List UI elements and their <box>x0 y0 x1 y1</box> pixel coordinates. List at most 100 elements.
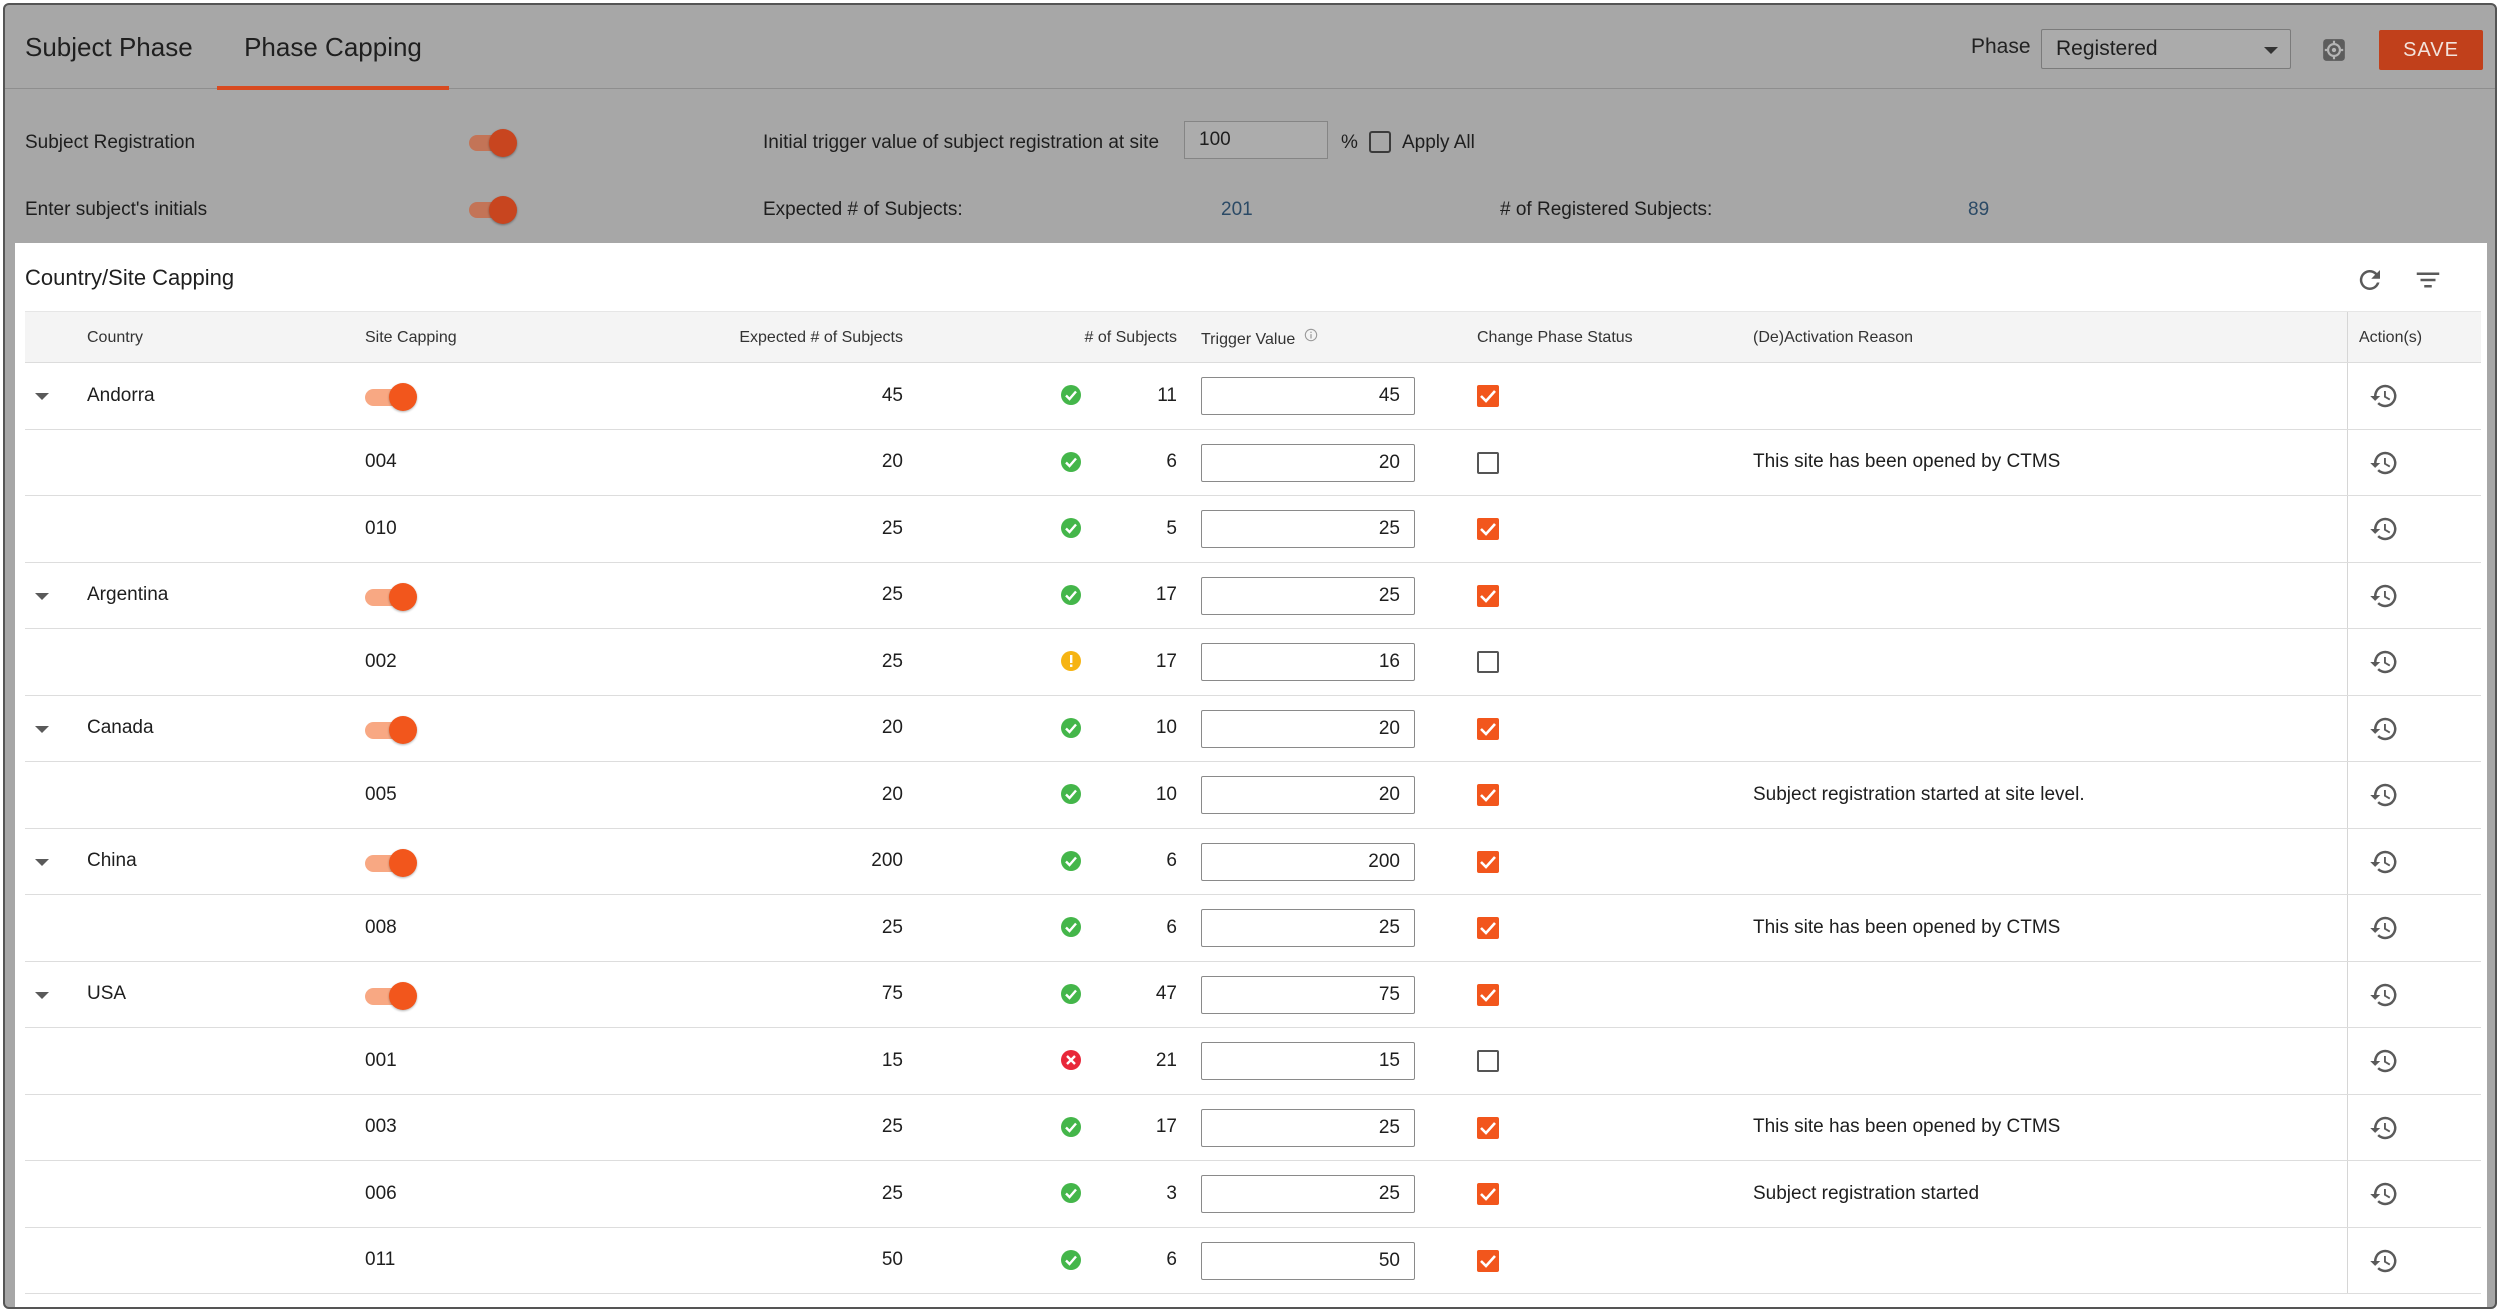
site-capping-toggle[interactable] <box>365 981 417 1010</box>
expand-caret-icon[interactable] <box>35 393 49 400</box>
history-icon[interactable] <box>2369 514 2399 544</box>
trigger-value-input[interactable]: 25 <box>1201 510 1415 548</box>
subject-count: 21 <box>1155 1049 1177 1071</box>
subject-registration-toggle[interactable] <box>467 128 517 157</box>
trigger-value-input[interactable]: 75 <box>1201 975 1415 1014</box>
chevron-down-icon <box>2264 47 2278 54</box>
change-phase-checkbox[interactable] <box>1477 850 1499 873</box>
tab-phase-capping[interactable]: Phase Capping <box>217 5 449 90</box>
initials-toggle[interactable] <box>467 195 517 224</box>
change-phase-checkbox[interactable] <box>1477 451 1499 474</box>
check-circle-icon <box>1061 917 1081 937</box>
site-capping-toggle[interactable] <box>365 715 417 744</box>
check-circle-icon <box>1061 1249 1081 1270</box>
filter-icon[interactable] <box>2413 265 2443 295</box>
trigger-value-input[interactable]: 200 <box>1201 842 1415 881</box>
expected-subjects-value: 201 <box>1221 199 1253 220</box>
expand-caret-icon[interactable] <box>35 858 49 866</box>
expand-caret-icon[interactable] <box>35 991 49 999</box>
subject-count: 6 <box>1166 451 1177 473</box>
expected-subjects: 25 <box>881 916 903 938</box>
history-icon[interactable] <box>2369 1246 2399 1276</box>
col-expected: Expected # of Subjects <box>739 329 903 346</box>
trigger-value-input[interactable]: 15 <box>1201 1042 1415 1080</box>
history-icon[interactable] <box>2369 381 2399 411</box>
trigger-value-input[interactable]: 100 <box>1184 121 1328 159</box>
check-circle-icon <box>1061 584 1081 605</box>
expected-subjects: 20 <box>881 451 903 473</box>
apply-all-checkbox[interactable] <box>1369 131 1391 153</box>
change-phase-checkbox[interactable] <box>1477 983 1499 1006</box>
history-icon[interactable] <box>2369 980 2399 1010</box>
subject-count: 6 <box>1166 916 1177 938</box>
expected-subjects: 25 <box>881 1116 903 1138</box>
trigger-value-input[interactable]: 20 <box>1201 709 1415 748</box>
col-subjects: # of Subjects <box>1084 329 1178 346</box>
check-circle-icon <box>1061 385 1081 405</box>
table-row: 005 20 10 20 Subject registration started at… <box>25 762 2481 829</box>
country-name: Argentina <box>87 584 169 606</box>
trigger-value-input[interactable]: 16 <box>1201 643 1415 681</box>
change-phase-checkbox[interactable] <box>1477 584 1499 607</box>
change-phase-checkbox[interactable] <box>1477 1050 1499 1072</box>
change-phase-checkbox[interactable] <box>1477 1249 1499 1272</box>
history-icon[interactable] <box>2369 714 2399 744</box>
save-button[interactable]: SAVE <box>2379 30 2483 70</box>
history-icon[interactable] <box>2369 448 2399 478</box>
trigger-value-input[interactable]: 25 <box>1201 1108 1415 1147</box>
expand-caret-icon[interactable] <box>35 725 49 733</box>
history-icon[interactable] <box>2369 1179 2399 1209</box>
expand-caret-icon[interactable] <box>35 592 49 600</box>
expected-subjects: 25 <box>881 584 903 606</box>
table-row: 004 20 6 20 This site has been opened by CTM… <box>25 429 2481 496</box>
percent-symbol: % <box>1341 132 1358 153</box>
warning-circle-icon <box>1061 651 1081 671</box>
refresh-icon[interactable] <box>2355 265 2385 295</box>
change-phase-checkbox[interactable] <box>1477 717 1499 740</box>
phase-label: Phase <box>1971 35 2031 58</box>
activation-reason: Subject registration started <box>1753 1182 1980 1204</box>
site-id: 008 <box>365 916 397 938</box>
change-phase-checkbox[interactable] <box>1477 1116 1499 1139</box>
change-phase-checkbox[interactable] <box>1477 1183 1499 1205</box>
site-capping-toggle[interactable] <box>365 848 417 877</box>
trigger-value-input[interactable]: 50 <box>1201 1241 1415 1280</box>
trigger-value-input[interactable]: 25 <box>1201 576 1415 615</box>
history-icon[interactable] <box>2369 581 2399 611</box>
trigger-label: Initial trigger value of subject registr… <box>763 132 1160 153</box>
trigger-value-input[interactable]: 20 <box>1201 776 1415 814</box>
change-phase-checkbox[interactable] <box>1477 651 1499 673</box>
change-phase-checkbox[interactable] <box>1477 784 1499 806</box>
panel-title: Country/Site Capping <box>25 265 235 290</box>
change-phase-checkbox[interactable] <box>1477 518 1499 540</box>
history-icon[interactable] <box>2369 847 2399 877</box>
check-circle-icon <box>1061 518 1081 538</box>
trigger-value-input[interactable]: 25 <box>1201 909 1415 947</box>
trigger-value-input[interactable]: 45 <box>1201 377 1415 415</box>
site-id: 011 <box>365 1249 396 1271</box>
gear-icon[interactable] <box>2321 37 2347 63</box>
history-icon[interactable] <box>2369 1113 2399 1143</box>
history-icon[interactable] <box>2369 913 2399 943</box>
phase-select[interactable]: Registered <box>2041 29 2291 69</box>
col-country: Country <box>87 329 144 346</box>
country-name: Canada <box>87 717 154 739</box>
site-capping-toggle[interactable] <box>365 582 417 611</box>
site-capping-toggle[interactable] <box>365 383 417 411</box>
expected-subjects: 50 <box>881 1249 903 1271</box>
top-bar: Subject Phase Phase Capping Phase Regist… <box>5 5 2495 90</box>
site-id: 003 <box>365 1116 397 1138</box>
subject-count: 17 <box>1155 650 1177 672</box>
expected-subjects: 25 <box>881 650 903 672</box>
history-icon[interactable] <box>2369 647 2399 677</box>
history-icon[interactable] <box>2369 780 2399 810</box>
history-icon[interactable] <box>2369 1046 2399 1076</box>
initials-label: Enter subject's initials <box>25 199 208 220</box>
subject-count: 17 <box>1155 1116 1177 1138</box>
trigger-value-input[interactable]: 20 <box>1201 443 1415 482</box>
change-phase-checkbox[interactable] <box>1477 917 1499 939</box>
app-window: Subject Phase Phase Capping Phase Regist… <box>3 3 2497 1309</box>
tab-subject-phase[interactable]: Subject Phase <box>25 32 193 62</box>
change-phase-checkbox[interactable] <box>1477 385 1499 407</box>
trigger-value-input[interactable]: 25 <box>1201 1175 1415 1213</box>
